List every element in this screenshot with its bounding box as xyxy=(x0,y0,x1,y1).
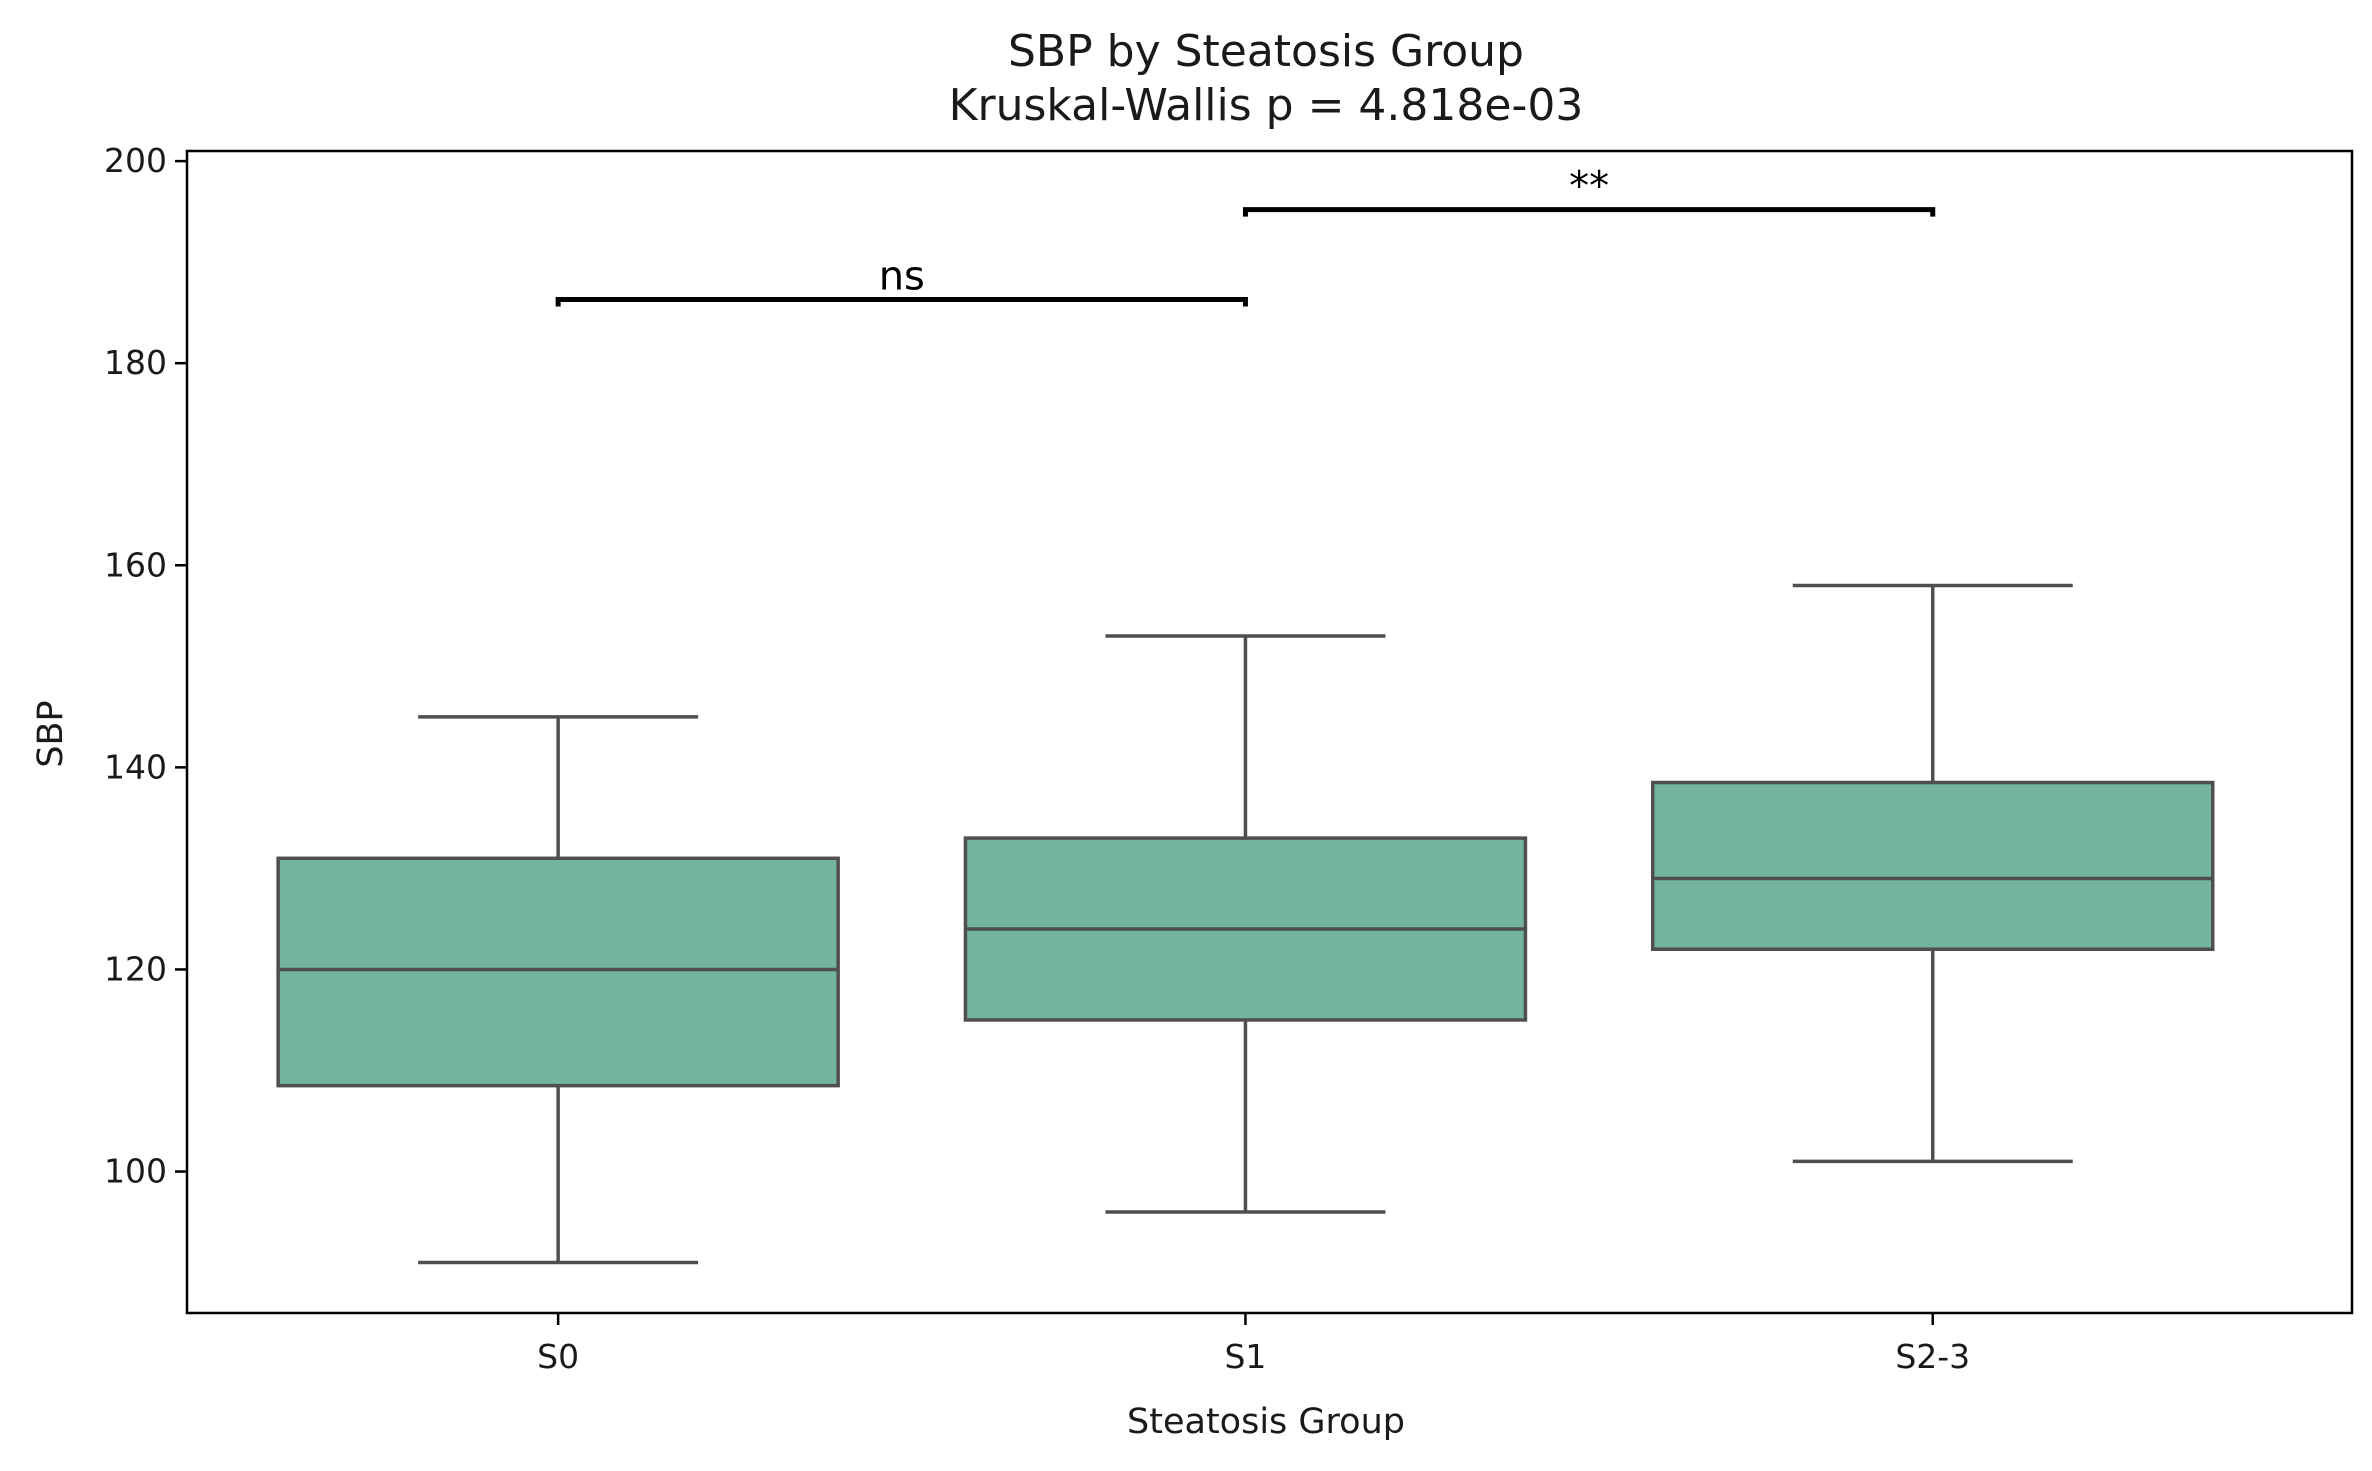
y-tick-label: 160 xyxy=(104,545,167,584)
y-tick-label: 200 xyxy=(104,141,167,180)
x-axis-label: Steatosis Group xyxy=(1127,1402,1405,1442)
y-axis-label: SBP xyxy=(31,700,71,767)
y-tick-label: 140 xyxy=(104,747,167,786)
x-tick-label: S2-3 xyxy=(1895,1337,1970,1376)
significance-label: ** xyxy=(1569,164,1609,210)
significance-bracket xyxy=(555,297,1248,307)
x-tick-label: S0 xyxy=(537,1337,579,1376)
significance-label: ns xyxy=(879,254,925,300)
x-tick-label: S1 xyxy=(1224,1337,1266,1376)
chart-subtitle: Kruskal-Wallis p = 4.818e-03 xyxy=(949,80,1584,131)
plot-frame xyxy=(185,149,2354,1315)
y-tick-label: 180 xyxy=(104,343,167,382)
y-tick-label: 120 xyxy=(104,949,167,988)
significance-bracket xyxy=(1242,207,1936,217)
box-s0 xyxy=(276,856,840,1088)
chart-title: SBP by Steatosis Group xyxy=(1008,26,1524,77)
plot-area: 100 120 140 160 180 200 S0 S1 S2-3 ns ** xyxy=(104,141,2354,1376)
box-s2-3 xyxy=(1650,780,2215,951)
y-tick-label: 100 xyxy=(104,1152,167,1191)
